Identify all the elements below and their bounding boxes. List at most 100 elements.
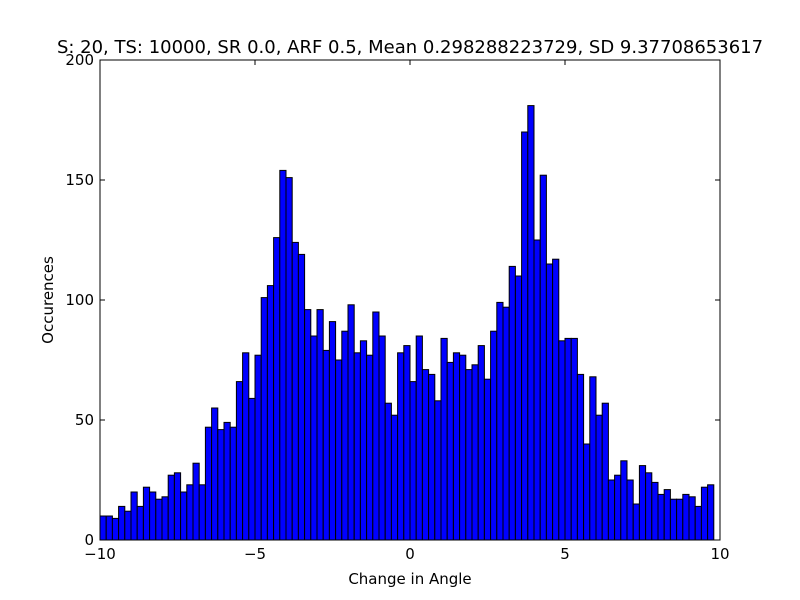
histogram-bar — [130, 491, 138, 541]
x-tick-label: 0 — [405, 545, 415, 563]
x-tick-label: −5 — [244, 545, 266, 563]
histogram-bar — [254, 354, 262, 541]
histogram-bar — [291, 241, 299, 541]
histogram-bar — [682, 493, 690, 541]
histogram-bar — [552, 258, 560, 541]
histogram-bar — [217, 429, 225, 541]
histogram-bar — [490, 330, 498, 541]
histogram-bar — [694, 505, 702, 541]
histogram-bar — [161, 496, 169, 541]
histogram-bar — [620, 460, 628, 541]
histogram-bar — [595, 414, 603, 541]
histogram-bar — [514, 275, 523, 541]
histogram-bar — [359, 340, 368, 541]
histogram-bar — [279, 169, 287, 541]
histogram-bar — [297, 253, 306, 541]
histogram-bar — [428, 373, 436, 541]
histogram-bar — [700, 486, 709, 541]
histogram-bar — [669, 498, 678, 541]
histogram-bar — [403, 345, 411, 541]
histogram-bar — [192, 462, 200, 541]
x-tick-label: 10 — [710, 545, 729, 563]
histogram-bar — [496, 301, 504, 541]
histogram-bar — [167, 474, 175, 541]
histogram-bar — [155, 498, 163, 541]
histogram-bar — [204, 426, 213, 541]
histogram-bar — [149, 491, 157, 541]
histogram-bar — [521, 131, 529, 541]
histogram-bar — [545, 263, 554, 541]
histogram-bar — [105, 515, 113, 541]
histogram-bar — [465, 369, 473, 541]
histogram-bar — [186, 484, 194, 541]
histogram-bar — [440, 337, 448, 541]
histogram-bar — [378, 335, 386, 541]
histogram-bar — [607, 479, 616, 541]
histogram-bar — [688, 496, 696, 541]
histogram-bar — [415, 335, 423, 541]
histogram-bar — [223, 421, 231, 541]
histogram-bar — [136, 505, 144, 541]
histogram-bar — [614, 474, 622, 541]
histogram-bar — [452, 352, 461, 541]
histogram-bar — [124, 510, 132, 541]
histogram-bar — [242, 352, 250, 541]
histogram-bar — [266, 285, 275, 541]
histogram-bar — [335, 359, 343, 541]
histogram-bar — [409, 381, 417, 541]
histogram-bar — [570, 337, 578, 541]
y-tick-label: 150 — [65, 171, 94, 189]
histogram-bar — [347, 304, 355, 541]
histogram-bar — [229, 426, 237, 541]
histogram-bar — [248, 397, 256, 541]
histogram-bar — [173, 472, 182, 541]
histogram-bar — [111, 517, 120, 541]
plot-frame — [99, 59, 721, 541]
y-axis-label: Occurences — [39, 256, 57, 344]
histogram-bars — [99, 105, 715, 541]
histogram-bar — [260, 297, 268, 541]
y-tick-label: 200 — [65, 51, 94, 69]
histogram-bar — [273, 237, 281, 541]
histogram-bar — [459, 354, 467, 541]
y-tick-label: 50 — [75, 411, 94, 429]
histogram-bar — [626, 479, 634, 541]
histogram-bar — [707, 484, 715, 541]
histogram-bar — [328, 321, 337, 541]
histogram-bar — [632, 503, 640, 541]
histogram-bar — [651, 481, 659, 541]
histogram-bar — [576, 373, 585, 541]
histogram-bar — [483, 378, 492, 541]
histogram-bar — [322, 349, 330, 541]
x-axis-label: Change in Angle — [348, 570, 471, 588]
histogram-bar — [118, 505, 126, 541]
histogram-bar — [663, 489, 671, 541]
histogram-bar — [434, 400, 442, 541]
chart-title: S: 20, TS: 10000, SR 0.0, ARF 0.5, Mean … — [57, 37, 763, 58]
histogram-bar — [211, 407, 219, 541]
histogram-bar — [341, 330, 349, 541]
histogram-bar — [353, 352, 361, 541]
histogram-bar — [564, 337, 572, 541]
histogram-bar — [676, 498, 684, 541]
histogram-bar — [304, 309, 312, 541]
histogram-bar — [657, 493, 665, 541]
histogram-bar — [99, 515, 107, 541]
histogram-bar — [645, 472, 653, 541]
histogram-bar — [180, 491, 188, 541]
histogram-bar — [142, 486, 151, 541]
histogram-bar — [198, 484, 206, 541]
y-tick-label: 100 — [65, 291, 94, 309]
histogram-bar — [235, 381, 244, 541]
histogram-bar — [601, 402, 609, 541]
histogram-bar — [589, 376, 597, 541]
histogram-bar — [366, 354, 374, 541]
histogram-bar — [316, 309, 324, 541]
x-tick-label: −10 — [84, 545, 116, 563]
histogram-bar — [384, 402, 392, 541]
histogram-bar — [397, 352, 405, 541]
histogram-bar — [527, 105, 535, 541]
histogram-bar — [285, 177, 293, 541]
